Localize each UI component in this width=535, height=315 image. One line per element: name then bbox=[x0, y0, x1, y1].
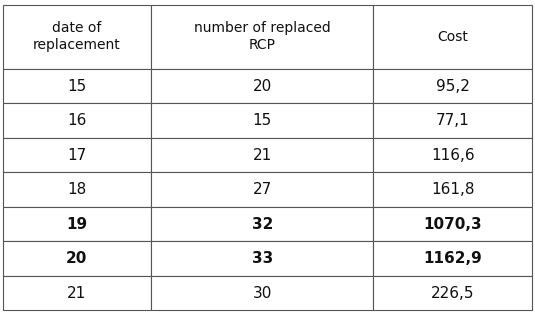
Bar bbox=[151, 241, 373, 276]
Bar bbox=[151, 5, 373, 69]
Text: number of replaced
RCP: number of replaced RCP bbox=[194, 21, 331, 53]
Text: 30: 30 bbox=[253, 285, 272, 301]
Bar bbox=[151, 103, 373, 138]
Text: date of
replacement: date of replacement bbox=[33, 21, 121, 53]
Bar bbox=[3, 138, 151, 172]
Text: 77,1: 77,1 bbox=[436, 113, 470, 128]
Text: 95,2: 95,2 bbox=[436, 79, 470, 94]
Text: 20: 20 bbox=[253, 79, 272, 94]
Bar bbox=[3, 5, 151, 69]
Text: 19: 19 bbox=[66, 217, 87, 232]
Text: 116,6: 116,6 bbox=[431, 148, 475, 163]
Bar bbox=[373, 138, 532, 172]
Bar bbox=[151, 138, 373, 172]
Bar bbox=[373, 172, 532, 207]
Bar bbox=[373, 207, 532, 241]
Bar bbox=[151, 172, 373, 207]
Bar bbox=[3, 172, 151, 207]
Bar bbox=[3, 103, 151, 138]
Text: 32: 32 bbox=[251, 217, 273, 232]
Text: 1162,9: 1162,9 bbox=[424, 251, 482, 266]
Bar bbox=[373, 69, 532, 103]
Text: 18: 18 bbox=[67, 182, 87, 197]
Text: 20: 20 bbox=[66, 251, 88, 266]
Bar bbox=[3, 207, 151, 241]
Bar bbox=[151, 207, 373, 241]
Bar bbox=[373, 5, 532, 69]
Text: 21: 21 bbox=[67, 285, 87, 301]
Bar bbox=[3, 69, 151, 103]
Text: Cost: Cost bbox=[438, 30, 468, 44]
Text: 15: 15 bbox=[253, 113, 272, 128]
Text: 27: 27 bbox=[253, 182, 272, 197]
Text: 226,5: 226,5 bbox=[431, 285, 475, 301]
Text: 16: 16 bbox=[67, 113, 87, 128]
Bar bbox=[151, 69, 373, 103]
Text: 21: 21 bbox=[253, 148, 272, 163]
Bar bbox=[3, 276, 151, 310]
Text: 33: 33 bbox=[251, 251, 273, 266]
Bar bbox=[373, 241, 532, 276]
Bar bbox=[373, 103, 532, 138]
Bar bbox=[373, 276, 532, 310]
Text: 17: 17 bbox=[67, 148, 87, 163]
Bar bbox=[3, 241, 151, 276]
Bar bbox=[151, 276, 373, 310]
Text: 1070,3: 1070,3 bbox=[424, 217, 482, 232]
Text: 15: 15 bbox=[67, 79, 87, 94]
Text: 161,8: 161,8 bbox=[431, 182, 475, 197]
